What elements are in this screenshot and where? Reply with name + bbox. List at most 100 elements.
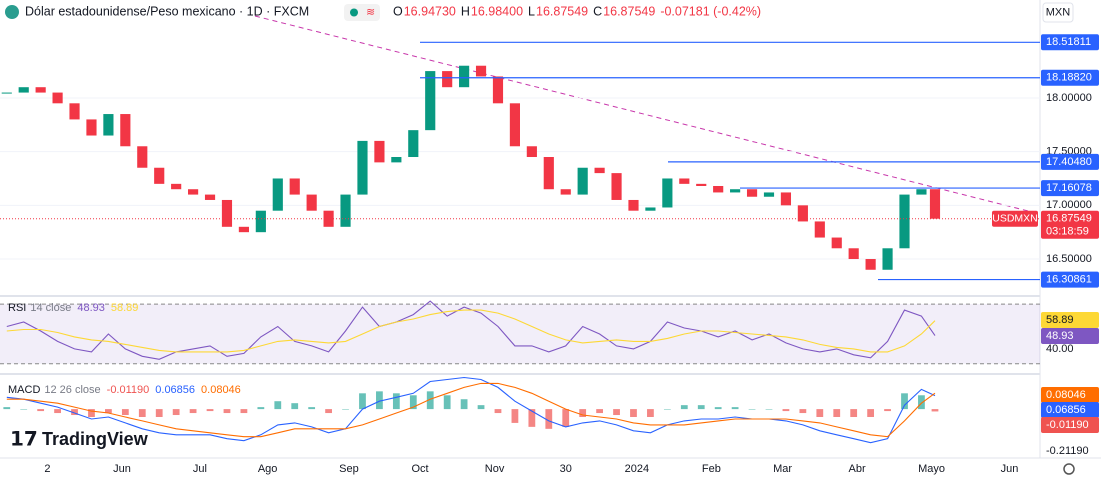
histogram-bar <box>37 409 45 412</box>
level-label: 18.18820 <box>1046 72 1092 84</box>
y-tick-label: -0.21190 <box>1046 445 1089 457</box>
x-tick-label: Sep <box>339 463 359 475</box>
y-tick-label: 16.50000 <box>1046 253 1092 265</box>
rsi-band <box>0 304 1040 364</box>
level-label-box <box>1041 180 1099 197</box>
candle <box>289 178 300 195</box>
histogram-bar <box>105 409 112 414</box>
histogram-bar <box>138 409 146 417</box>
candle <box>713 185 724 193</box>
candle <box>459 65 470 88</box>
currency[interactable]: MXN <box>1046 6 1071 18</box>
histogram-bar <box>680 405 688 410</box>
histogram-bar <box>325 409 332 414</box>
indicator-label-box <box>1041 328 1099 344</box>
x-tick-label: Oct <box>412 463 429 475</box>
symbol-tag: USDMXN <box>992 212 1038 224</box>
histogram-bar <box>308 407 316 410</box>
indicator-label: 0.08046 <box>1046 389 1086 401</box>
histogram-bar <box>596 409 603 414</box>
candle <box>594 167 605 174</box>
symbol-tag-box <box>992 210 1038 227</box>
histogram-bar <box>663 409 671 410</box>
histogram-bar <box>54 409 61 414</box>
histogram-bar <box>528 409 536 427</box>
histogram-bar <box>545 409 553 429</box>
candle <box>306 194 317 211</box>
candle <box>255 210 266 233</box>
legend-value: 0.08046 <box>201 384 241 396</box>
histogram-bar <box>342 409 349 410</box>
histogram-bar <box>359 393 366 410</box>
histogram-bar <box>291 403 299 410</box>
candle <box>120 114 131 147</box>
ohlc-key: H <box>461 4 470 18</box>
histogram-bar <box>918 395 925 410</box>
histogram-bar <box>816 409 824 417</box>
candle <box>526 146 537 158</box>
change: -0.07181 (-0.42%) <box>660 4 761 18</box>
x-tick-label: 2 <box>44 463 50 475</box>
level-label-box <box>1041 69 1099 86</box>
candle <box>916 189 927 195</box>
x-tick-label: Mayo <box>918 463 945 475</box>
candle <box>929 189 941 219</box>
legend-value: 0.06856 <box>155 384 195 396</box>
plot-layer: 2 Jun Jul Ago Sep Oct Nov 30 2024 Feb Mar Abr Mayo Ju… <box>0 34 1099 475</box>
candle <box>154 167 165 184</box>
indicator-label: 0.06856 <box>1046 404 1086 416</box>
legend-value: 48.93 <box>77 302 105 314</box>
candle <box>763 192 775 197</box>
x-tick-label: Feb <box>702 463 721 475</box>
level-label: 17.40480 <box>1046 156 1092 168</box>
candle <box>780 192 792 206</box>
level-label-box <box>1041 153 1099 170</box>
candle <box>188 189 199 195</box>
candle <box>408 130 419 158</box>
histogram-bar <box>3 407 11 410</box>
pane-title: RSI <box>8 302 26 314</box>
legend-value: -0.01190 <box>107 384 150 396</box>
histogram-bar <box>782 409 790 412</box>
legend-value: 58.89 <box>111 302 139 314</box>
candle <box>831 237 842 249</box>
histogram-bar <box>833 409 841 417</box>
candle <box>18 87 29 93</box>
x-tick-label: Mar <box>773 463 792 475</box>
candle <box>696 183 707 186</box>
histogram-bar <box>71 409 78 416</box>
histogram-bar <box>562 409 570 427</box>
candle <box>848 248 859 260</box>
histogram-bar <box>443 395 451 410</box>
candle <box>662 178 673 208</box>
candle <box>865 259 876 270</box>
countdown: 03:18:59 <box>1046 226 1089 238</box>
candle <box>746 189 758 197</box>
pane-params: 12 26 close <box>44 384 100 396</box>
last-price-box <box>1041 210 1099 239</box>
logo-mark: 𝟭𝟳 <box>10 428 38 450</box>
currency-box[interactable] <box>1042 2 1074 23</box>
x-tick-label: Nov <box>485 463 505 475</box>
histogram-bar <box>494 409 502 414</box>
histogram-bar <box>460 399 468 410</box>
histogram-bar <box>714 407 722 410</box>
candle <box>374 140 385 163</box>
settings-icon[interactable] <box>1063 463 1075 475</box>
histogram-bar <box>206 409 214 412</box>
candle <box>357 140 368 195</box>
status-badge <box>344 4 380 21</box>
histogram-bar <box>630 409 637 417</box>
indicator-line <box>6 309 936 353</box>
logo-text: TradingView <box>42 429 149 449</box>
ohlc-value: 16.94730 <box>404 4 456 18</box>
candle <box>560 189 571 195</box>
indicator-label-box <box>1041 387 1099 403</box>
pane-title: MACD <box>8 384 40 396</box>
candle <box>137 146 148 168</box>
last-price-label: 16.87549 <box>1046 213 1092 225</box>
candle <box>221 199 233 227</box>
level-label-box <box>1041 271 1099 288</box>
histogram-bar <box>257 407 265 410</box>
